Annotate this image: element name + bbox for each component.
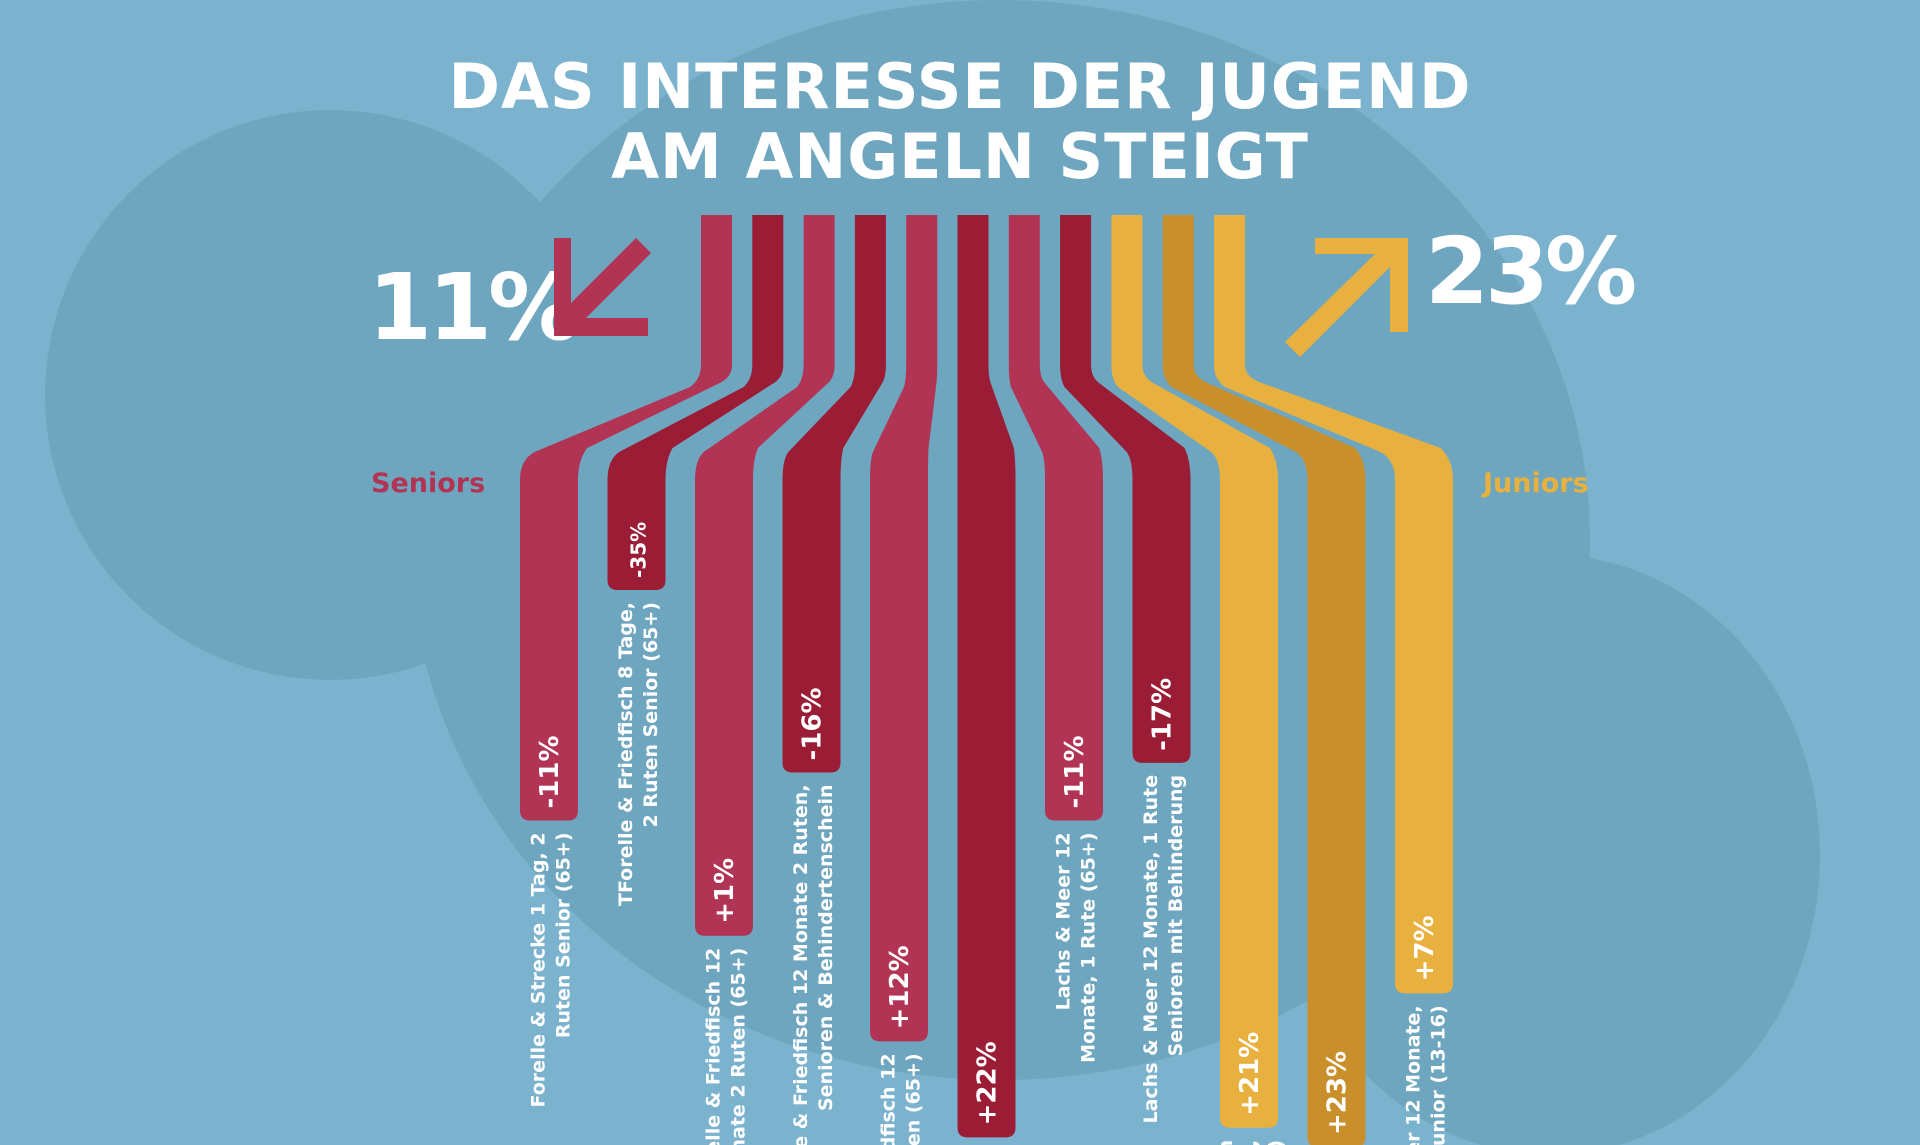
- category-label-7-line-2: Monate, 1 Rute (65+): [1078, 832, 1100, 1062]
- ribbon-bar-4: [782, 215, 886, 773]
- category-label-9-line-2: 12 Monate 2 Ruten,: [1240, 1140, 1262, 1145]
- category-label-2-line-2: 2 Ruten Senior (65+): [640, 602, 662, 827]
- value-label-3: +1%: [710, 858, 740, 924]
- category-label-8-line-1: Lachs & Meer 12 Monate, 1 Rute: [1140, 775, 1162, 1124]
- value-label-6: +22%: [973, 1041, 1003, 1125]
- category-label-2-line-1: TForelle & Friedfisch 8 Tage,: [615, 602, 637, 906]
- ribbon-bar-9: [1111, 215, 1278, 1128]
- category-label-1-line-2: Ruten Senior (65+): [553, 832, 575, 1038]
- juniors-total-change: 23%: [1425, 218, 1637, 325]
- value-label-8: -17%: [1148, 678, 1178, 751]
- category-label-11-line-2: 1 Rute Junior (13-16): [1428, 1005, 1450, 1145]
- arrow-up-right-icon: [1285, 238, 1408, 357]
- category-label-11-line-1: Lachs & Meer 12 Monate,: [1403, 1005, 1425, 1145]
- category-label-9-line-3: Junior (13-16): [1265, 1140, 1287, 1145]
- category-label-5-line-1: Forelle & Friedfisch 12: [878, 1053, 900, 1145]
- category-label-3-line-1: Forelle & Friedfisch 12: [703, 948, 725, 1145]
- value-label-5: +12%: [885, 945, 915, 1029]
- ribbon-bar-5: [870, 215, 938, 1042]
- value-label-4: -16%: [798, 687, 828, 760]
- category-label-9-line-1: Forelle & Friedfisch: [1215, 1140, 1237, 1145]
- category-label-4-line-2: Senioren & Behindertenschein: [815, 784, 837, 1111]
- ribbon-bar-10: [1162, 215, 1366, 1145]
- ribbon-bar-2: [607, 215, 784, 590]
- ribbon-bar-7: [1008, 215, 1103, 821]
- ribbon-bar-3: [695, 215, 835, 936]
- ribbon-bar-11: [1214, 215, 1453, 994]
- seniors-label: Seniors: [371, 468, 486, 499]
- arrow-down-left-icon: [554, 238, 651, 336]
- value-label-10: +23%: [1323, 1051, 1353, 1135]
- seniors-total-change: 11%: [368, 254, 580, 361]
- ribbon-bar-6: [957, 215, 1016, 1138]
- title-line-2: AM ANGELN STEIGT: [611, 120, 1309, 193]
- category-label-7-line-1: Lachs & Meer 12: [1053, 832, 1075, 1010]
- value-label-11: +7%: [1410, 915, 1440, 981]
- ribbon-bar-1: [520, 215, 732, 821]
- title-line-1: DAS INTERESSE DER JUGEND: [448, 50, 1472, 123]
- category-label-4-line-1: Forelle & Friedfisch 12 Monate 2 Ruten,: [790, 784, 812, 1145]
- juniors-label: Juniors: [1483, 468, 1589, 499]
- value-label-1: -11%: [535, 735, 565, 808]
- category-label-1-line-1: Forelle & Strecke 1 Tag, 2: [528, 832, 550, 1107]
- value-label-7: -11%: [1060, 735, 1090, 808]
- value-label-2: -35%: [627, 522, 651, 578]
- category-label-3-line-2: Monate 2 Ruten (65+): [728, 948, 750, 1145]
- category-label-5-line-2: Monat 3, Ruten (65+): [903, 1053, 925, 1145]
- value-label-9: +21%: [1235, 1032, 1265, 1116]
- category-label-8-line-2: Senioren mit Behinderung: [1165, 775, 1187, 1057]
- ribbon-bar-8: [1060, 215, 1191, 763]
